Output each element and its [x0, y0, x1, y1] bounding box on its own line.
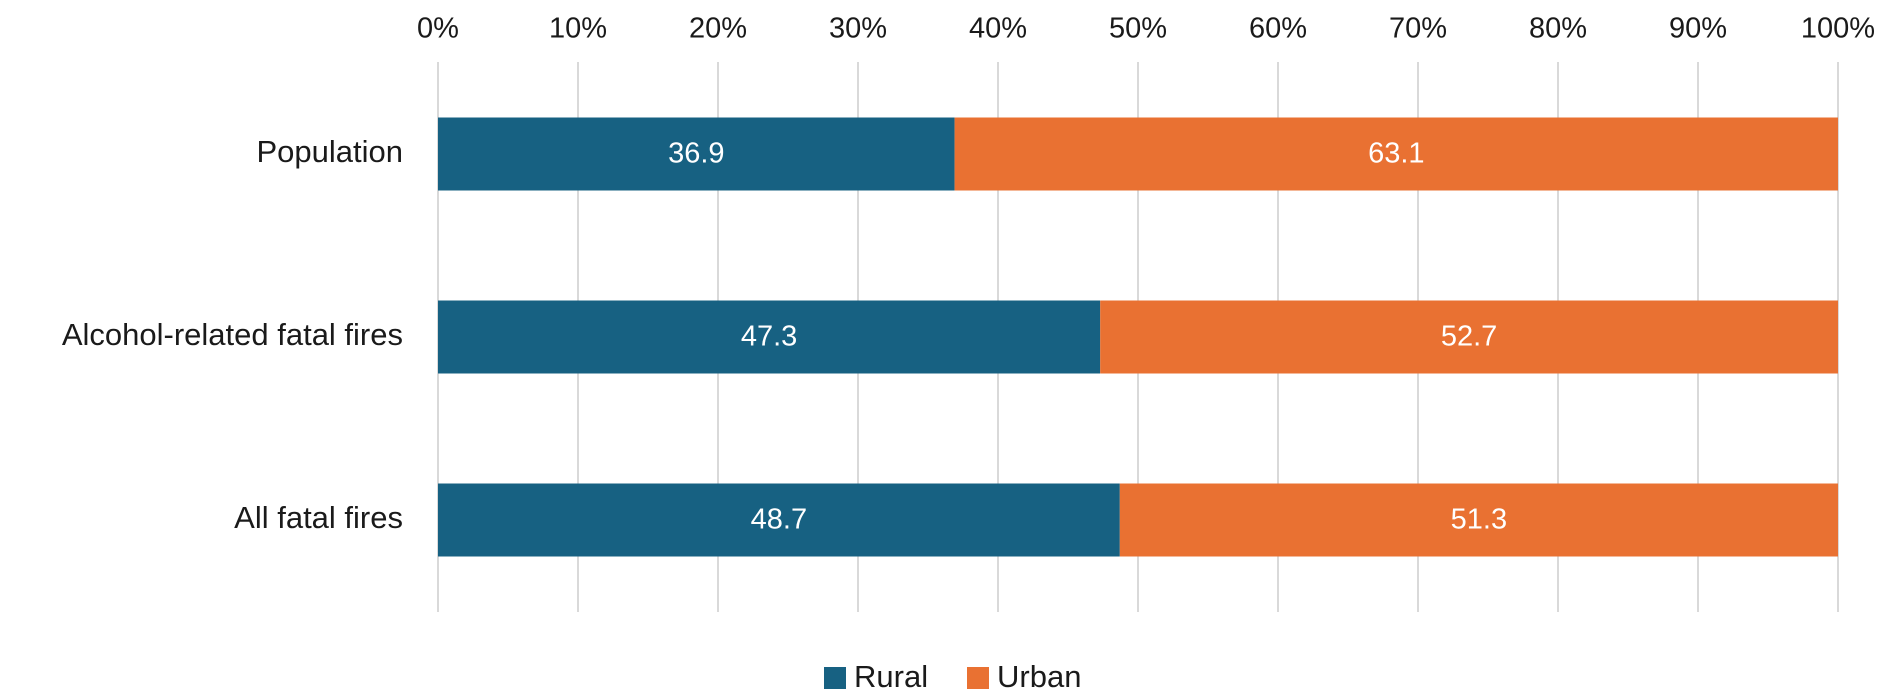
legend-label: Rural: [854, 659, 928, 694]
x-tick-label: 10%: [549, 13, 607, 45]
bar-rural-2: [438, 483, 1120, 557]
bar-urban-0: [954, 117, 1838, 191]
x-tick-label: 60%: [1249, 13, 1307, 45]
x-tick-label: 90%: [1669, 13, 1727, 45]
legend: Rural Urban: [824, 659, 1081, 694]
bar-urban-1: [1100, 300, 1838, 374]
bar-urban-2: [1119, 483, 1838, 557]
x-tick-label: 40%: [969, 13, 1027, 45]
legend-swatch-rural: [824, 667, 846, 689]
bar-value-label: 52.7: [1441, 321, 1497, 353]
bar-value-label: 63.1: [1368, 138, 1424, 170]
category-label: Alcohol-related fatal fires: [62, 317, 403, 352]
bar-value-label: 48.7: [751, 504, 807, 536]
bar-rural-0: [438, 117, 955, 191]
bar-rural-1: [438, 300, 1101, 374]
x-axis-tick-labels: 0% 10% 20% 30% 40% 50% 60% 70% 80% 90% 100%: [417, 13, 1875, 45]
category-label: All fatal fires: [234, 500, 403, 535]
category-label: Population: [256, 134, 403, 169]
legend-swatch-urban: [967, 667, 989, 689]
x-tick-label: 0%: [417, 13, 459, 45]
x-tick-label: 20%: [689, 13, 747, 45]
x-tick-label: 30%: [829, 13, 887, 45]
x-tick-label: 100%: [1801, 13, 1875, 45]
x-tick-label: 50%: [1109, 13, 1167, 45]
bar-value-label: 36.9: [668, 138, 724, 170]
x-tick-label: 70%: [1389, 13, 1447, 45]
legend-label: Urban: [997, 659, 1081, 694]
bars: 36.9 63.1 47.3 52.7 48.7 51.3: [438, 117, 1838, 557]
x-tick-label: 80%: [1529, 13, 1587, 45]
bar-value-label: 51.3: [1451, 504, 1507, 536]
category-labels: Population Alcohol-related fatal fires All…: [62, 134, 403, 535]
bar-value-label: 47.3: [741, 321, 797, 353]
